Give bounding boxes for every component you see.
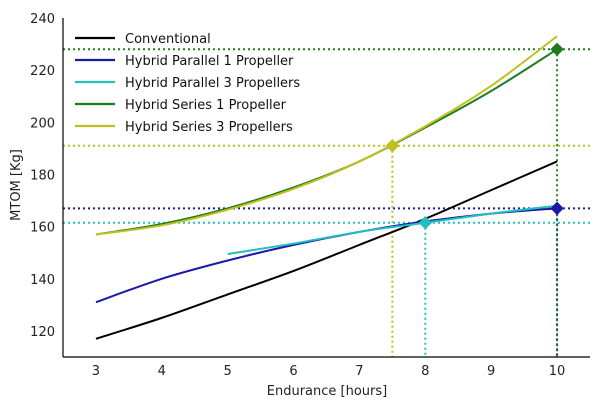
legend-label: Hybrid Series 3 Propellers <box>125 120 293 135</box>
marker-point <box>385 139 400 153</box>
legend-label: Hybrid Series 1 Propeller <box>125 98 287 113</box>
x-tick-label: 5 <box>224 364 232 379</box>
x-axis-label: Endurance [hours] <box>267 384 387 399</box>
y-tick-label: 220 <box>30 64 55 79</box>
x-ticks: 3 4 5 6 7 8 9 10 <box>92 364 566 379</box>
series-line-3 <box>227 204 558 255</box>
x-tick-label: 8 <box>421 364 429 379</box>
legend-label: Conventional <box>125 32 211 47</box>
marker-point <box>550 42 564 56</box>
y-tick-label: 160 <box>30 221 55 236</box>
y-tick-label: 200 <box>30 116 55 131</box>
y-ticks: 120 140 160 180 200 220 240 <box>30 12 55 340</box>
y-tick-label: 180 <box>30 168 55 183</box>
markers <box>385 42 564 230</box>
marker-point <box>418 215 433 230</box>
legend: Conventional Hybrid Parallel 1 Propeller H… <box>75 32 300 135</box>
y-tick-label: 120 <box>30 325 55 340</box>
y-axis-label: MTOM [Kg] <box>9 149 24 221</box>
marker-point <box>550 201 564 216</box>
axes <box>62 18 590 358</box>
x-tick-label: 10 <box>549 364 566 379</box>
y-tick-label: 240 <box>30 12 55 27</box>
x-tick-label: 4 <box>158 364 166 379</box>
x-tick-label: 9 <box>487 364 495 379</box>
series-line-5 <box>95 35 558 236</box>
guide-lines <box>63 48 590 357</box>
x-tick-label: 3 <box>92 364 100 379</box>
y-tick-label: 140 <box>30 273 55 288</box>
x-tick-label: 6 <box>289 364 297 379</box>
legend-label: Hybrid Parallel 1 Propeller <box>125 54 294 69</box>
series-lines <box>95 35 558 340</box>
x-tick-label: 7 <box>355 364 363 379</box>
legend-label: Hybrid Parallel 3 Propellers <box>125 76 300 91</box>
series-line-1 <box>95 160 558 340</box>
